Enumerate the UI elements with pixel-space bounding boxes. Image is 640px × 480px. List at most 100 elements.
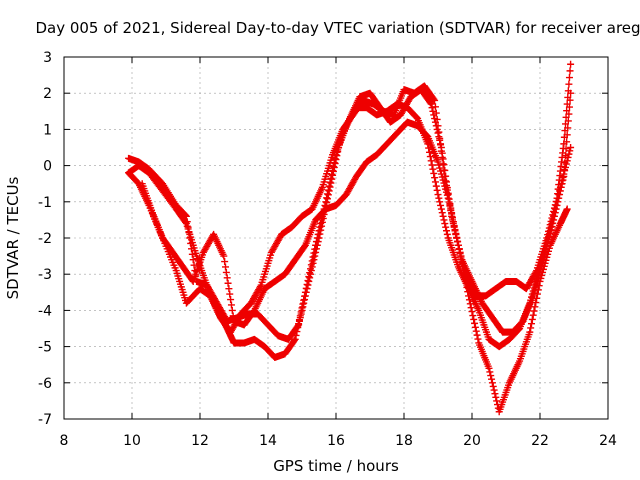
data-point [439,160,447,168]
data-point [310,256,318,264]
x-tick-label: 12 [191,433,209,449]
data-point [432,182,440,190]
data-point [438,153,446,161]
data-point [526,328,534,336]
data-point [462,279,470,287]
data-point [464,288,472,296]
data-point [562,160,570,168]
data-point [489,382,497,390]
data-point [458,258,466,266]
data-point [532,299,540,307]
data-point [533,294,541,302]
data-point [534,286,542,294]
data-point [471,323,479,331]
y-tick-label: -7 [38,412,52,428]
data-point [471,319,479,327]
data-point [442,223,450,231]
data-point [440,166,448,174]
data-point [317,226,325,234]
series-track-d [138,118,571,416]
x-tick-label: 16 [327,433,345,449]
data-point [440,216,448,224]
data-point [434,191,442,199]
data-point [456,250,464,258]
data-point [474,335,482,343]
data-point [455,245,463,253]
data-point [454,241,462,249]
grid-layer [64,57,608,419]
data-point [224,279,232,287]
data-point [563,100,571,108]
data-point [446,202,454,210]
data-point [183,218,191,226]
data-point [454,237,462,245]
data-point [306,274,314,282]
data-point [311,252,319,260]
data-point [329,171,337,179]
data-point [226,290,234,298]
data-point [437,205,445,213]
data-point [567,144,575,151]
data-layer [125,60,575,416]
data-point [295,317,303,325]
data-point [485,364,493,372]
data-point [428,161,436,169]
y-axis-label: SDTVAR / TECUs [4,176,22,299]
y-tick-label: -4 [38,303,52,319]
data-point [560,140,568,148]
data-point [312,245,320,253]
data-point [563,205,571,213]
data-point [315,234,323,242]
data-point [468,308,476,316]
data-point [548,214,556,222]
data-point [324,191,332,199]
data-point [435,128,443,136]
data-point [558,180,566,188]
data-point [300,299,308,307]
data-point [449,218,457,226]
data-point [438,209,446,217]
data-point [533,290,541,298]
data-point [324,195,331,203]
data-point [562,120,569,128]
data-point [550,204,558,212]
data-point [182,211,190,219]
data-point [532,268,540,276]
chart-title: Day 005 of 2021, Sidereal Day-to-day VTE… [35,19,640,37]
data-point [184,223,192,231]
x-tick-label: 10 [123,433,141,449]
data-point [256,283,264,291]
data-point [467,304,475,312]
data-point [302,288,310,296]
data-point [448,214,456,222]
data-point [227,296,235,304]
series-track-a [125,100,575,361]
y-tick-label: -3 [38,267,52,283]
data-point [308,263,316,271]
y-tick-label: 2 [43,86,52,102]
data-point [327,179,335,187]
data-point [325,187,333,195]
data-point [487,372,495,380]
data-point [186,234,194,242]
data-point [545,224,553,232]
data-point [312,248,320,256]
data-point [221,258,229,266]
y-tick-label: 3 [43,50,52,66]
data-point [565,80,573,88]
data-point [305,277,313,285]
data-point [307,267,315,275]
data-point [543,234,551,242]
data-point [304,281,312,289]
data-point [326,183,334,191]
x-tick-label: 8 [60,433,69,449]
data-point [546,221,554,229]
data-point [460,271,468,279]
data-point [329,167,337,175]
data-point [465,292,473,300]
y-tick-label: -6 [38,376,52,392]
data-point [427,100,435,108]
data-point [187,239,195,247]
data-point [529,311,537,319]
data-point [465,296,473,304]
